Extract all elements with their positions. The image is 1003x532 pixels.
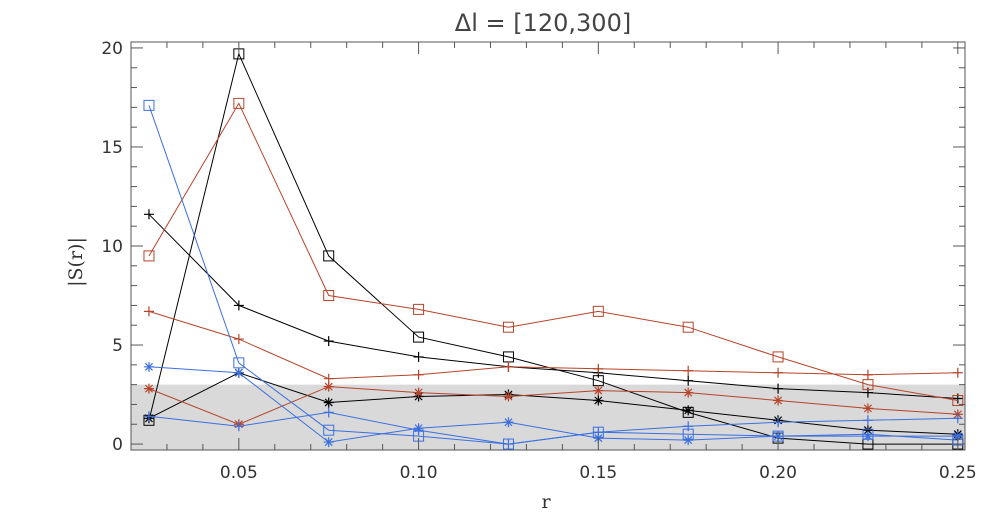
data-point-square	[323, 290, 335, 302]
data-point-plus	[683, 421, 694, 432]
data-point-plus	[862, 415, 873, 426]
data-point-asterisk	[683, 435, 694, 446]
series-line	[148, 213, 958, 399]
data-point-plus	[683, 375, 694, 386]
y-tick-label: 15	[101, 138, 123, 158]
data-point-square	[682, 321, 694, 333]
data-point-square	[772, 351, 784, 363]
data-point-asterisk	[952, 431, 963, 442]
y-tick-label: 10	[101, 237, 123, 257]
data-point-asterisk	[503, 417, 514, 428]
tick-layer: 0 5 10 15 20 0.05 0.10 0.15 0.20 0.25	[101, 39, 976, 483]
data-point-plus	[143, 306, 154, 317]
y-tick-label: 0	[112, 435, 123, 455]
series-line	[148, 102, 958, 401]
series-line	[148, 386, 958, 425]
data-point-square	[592, 305, 604, 317]
x-tick-label: 0.20	[759, 463, 797, 483]
x-tick-label: 0.25	[939, 463, 977, 483]
y-axis-title: |S(r)|	[65, 237, 87, 287]
chart-title: Δl = [120,300]	[455, 9, 631, 37]
data-point-square	[143, 250, 155, 262]
series-3	[143, 97, 964, 406]
y-tick-label: 20	[101, 39, 123, 59]
data-point-plus	[683, 365, 694, 376]
series-8	[143, 361, 963, 448]
y-tick-label: 5	[112, 336, 123, 356]
series-line	[148, 411, 958, 445]
data-point-plus	[952, 413, 963, 424]
data-point-plus	[862, 369, 873, 380]
data-point-plus	[143, 411, 154, 422]
data-point-plus	[413, 351, 424, 362]
data-point-square	[143, 99, 155, 111]
x-tick-label: 0.15	[579, 463, 617, 483]
series-layer	[143, 48, 964, 450]
data-point-square	[502, 321, 514, 333]
data-point-square	[233, 97, 245, 109]
data-point-asterisk	[323, 397, 334, 408]
data-point-plus	[503, 361, 514, 372]
data-point-asterisk	[773, 395, 784, 406]
data-point-plus	[323, 407, 334, 418]
x-axis-title: r	[541, 491, 551, 513]
data-point-square	[413, 303, 425, 315]
series-line	[148, 366, 958, 443]
data-point-plus	[233, 300, 244, 311]
series-line	[148, 52, 958, 445]
data-point-asterisk	[413, 387, 424, 398]
data-point-asterisk	[233, 367, 244, 378]
data-point-asterisk	[862, 425, 873, 436]
series-4	[143, 306, 963, 384]
data-point-plus	[952, 367, 963, 378]
data-point-asterisk	[143, 383, 154, 394]
data-point-square	[413, 331, 425, 343]
data-point-asterisk	[503, 391, 514, 402]
data-point-plus	[773, 367, 784, 378]
data-point-square	[952, 394, 964, 406]
data-point-plus	[233, 334, 244, 345]
x-tick-label: 0.05	[220, 463, 258, 483]
data-point-plus	[233, 421, 244, 432]
data-point-asterisk	[773, 431, 784, 442]
data-point-square	[323, 424, 335, 436]
data-point-plus	[773, 417, 784, 428]
data-point-asterisk	[413, 423, 424, 434]
data-point-asterisk	[683, 405, 694, 416]
data-point-plus	[773, 383, 784, 394]
data-point-asterisk	[862, 431, 873, 442]
data-point-asterisk	[143, 361, 154, 372]
data-point-plus	[413, 369, 424, 380]
data-point-asterisk	[683, 387, 694, 398]
series-line	[148, 310, 958, 380]
data-point-asterisk	[323, 381, 334, 392]
data-point-plus	[593, 363, 604, 374]
data-point-asterisk	[593, 385, 604, 396]
data-point-asterisk	[323, 437, 334, 448]
series-5	[143, 381, 963, 430]
data-point-square	[323, 250, 335, 262]
series-line	[148, 372, 958, 435]
data-point-plus	[143, 209, 154, 220]
data-point-asterisk	[593, 395, 604, 406]
data-point-asterisk	[862, 403, 873, 414]
x-tick-label: 0.10	[400, 463, 438, 483]
series-7	[143, 407, 963, 450]
data-point-plus	[323, 336, 334, 347]
data-point-plus	[503, 439, 514, 450]
